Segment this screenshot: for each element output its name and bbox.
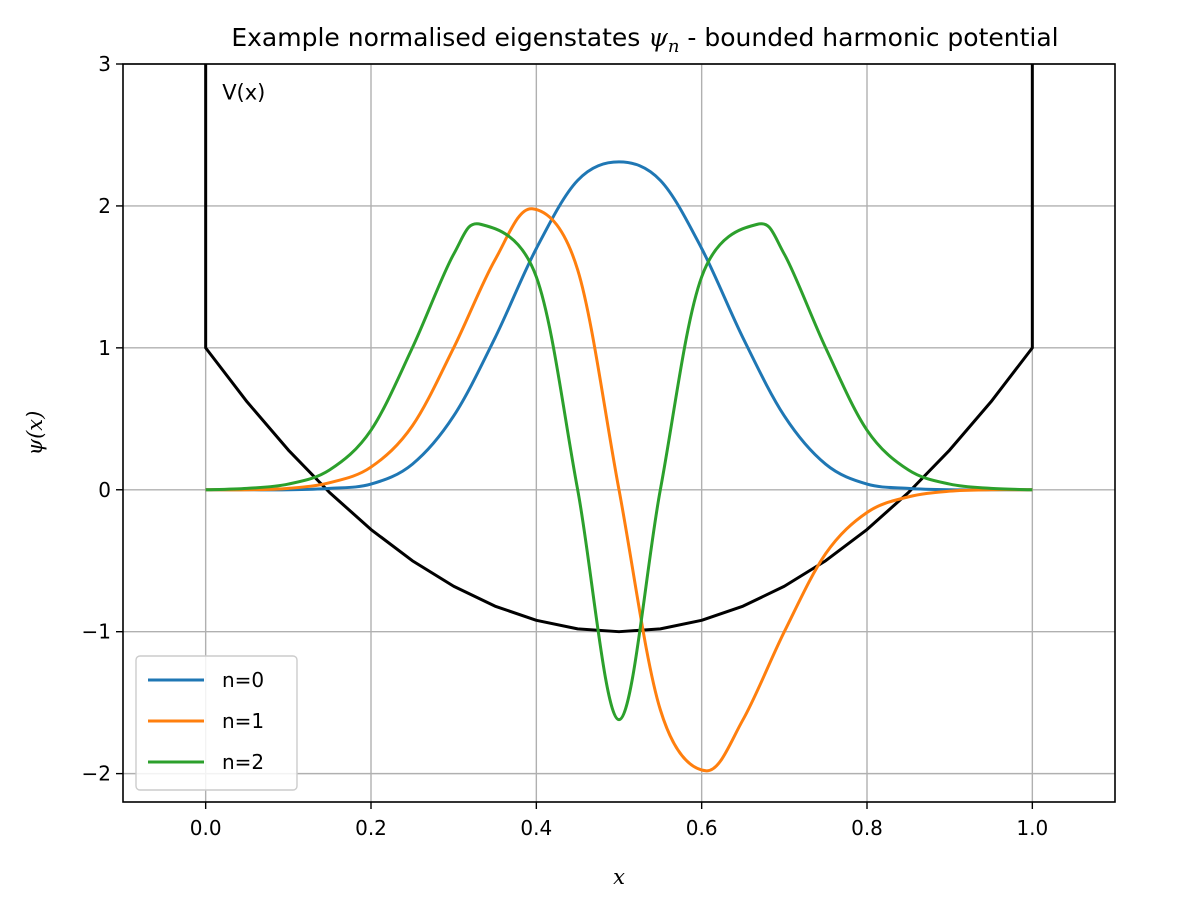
chart-title: Example normalised eigenstates ψn - boun… [231, 23, 1058, 57]
plot-frame [122, 63, 1116, 803]
x-tick-label: 0.8 [851, 816, 883, 840]
series-layer [205, 160, 1033, 773]
x-axis-label: x [613, 865, 625, 889]
y-tick-label: −2 [82, 762, 111, 786]
legend-label: n=0 [222, 668, 264, 692]
y-tick-label: 3 [98, 52, 111, 76]
legend: n=0 n=1 n=2 [135, 655, 298, 791]
series-line-n=0 [205, 160, 1033, 492]
x-tick-label: 0.0 [190, 816, 222, 840]
x-tick-label: 1.0 [1016, 816, 1048, 840]
potential-annotation: V(x) [222, 80, 265, 104]
x-tick-label: 0.4 [520, 816, 552, 840]
title-sub: n [668, 36, 680, 57]
y-axis-label: ψ(x) [23, 411, 47, 456]
y-tick-label: 0 [98, 478, 111, 502]
y-tick-label: 2 [98, 194, 111, 218]
x-tick-label: 0.6 [686, 816, 718, 840]
legend-label: n=1 [222, 709, 264, 733]
title-lead: Example normalised eigenstates [231, 23, 648, 52]
x-tick-label: 0.2 [355, 816, 387, 840]
legend-box [135, 655, 298, 791]
y-tick-label: −1 [82, 620, 111, 644]
ticks: 0.0 0.2 0.4 0.6 0.8 1.0 −2 −1 0 1 2 3 [82, 52, 1049, 840]
y-tick-label: 1 [98, 336, 111, 360]
title-psi: ψ [648, 23, 668, 52]
series-line-n=1 [205, 207, 1033, 773]
series-line-n=2 [205, 222, 1033, 722]
potential-line [204, 64, 1034, 634]
legend-label: n=2 [222, 750, 264, 774]
title-rest: - bounded harmonic potential [679, 23, 1058, 52]
potential-layer [204, 64, 1034, 634]
